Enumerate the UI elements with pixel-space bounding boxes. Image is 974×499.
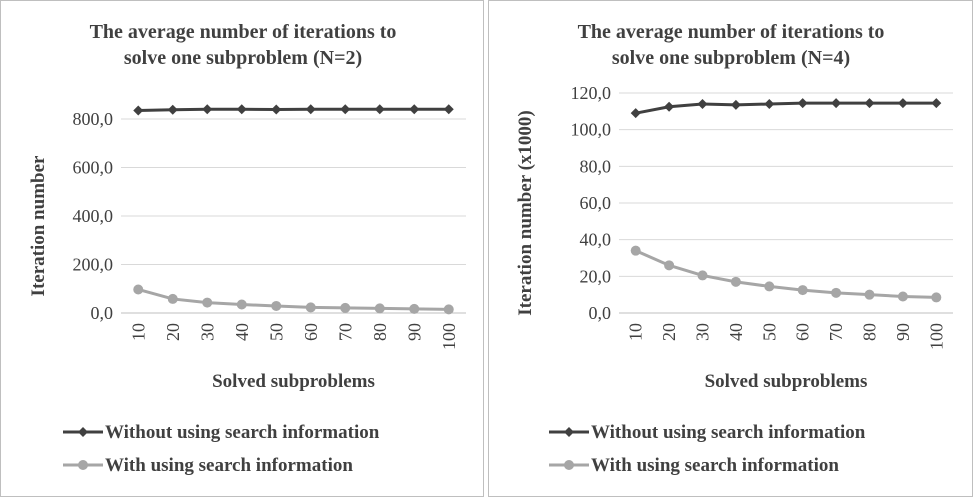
y-axis-title: Iteration number (28, 155, 49, 296)
data-point-marker (897, 98, 908, 109)
x-tick-label: 30 (197, 323, 217, 341)
data-point-marker (167, 104, 178, 115)
legend-marker (564, 460, 574, 470)
legend-marker (78, 460, 88, 470)
data-point-marker (730, 276, 741, 287)
data-point-marker (340, 302, 351, 313)
data-point-marker (864, 98, 875, 109)
series-line (137, 288, 449, 311)
x-tick-label: 40 (232, 323, 252, 341)
data-point-marker (664, 101, 675, 112)
data-point-marker (443, 304, 454, 315)
y-tick-label: 60,0 (580, 193, 612, 213)
chart-panel-n2: The average number of iterations to solve… (0, 0, 484, 497)
chart-n2: The average number of iterations to solve… (28, 21, 466, 476)
x-tick-label: 20 (659, 323, 679, 341)
data-point-marker (897, 291, 908, 302)
data-point-marker (409, 104, 420, 115)
x-tick-label: 10 (128, 323, 148, 341)
y-axis-title: Iteration number (x1000) (515, 110, 536, 315)
data-point-marker (443, 104, 454, 115)
data-point-marker (236, 104, 247, 115)
data-point-marker (340, 104, 351, 115)
x-tick-label: 80 (860, 323, 880, 341)
data-point-marker (133, 105, 144, 116)
data-point-marker (167, 293, 178, 304)
data-point-marker (409, 303, 420, 314)
data-point-marker (831, 98, 842, 109)
legend-label: With using search information (591, 455, 839, 476)
y-tick-label: 800,0 (73, 109, 114, 129)
data-point-marker (305, 302, 316, 313)
y-tick-label: 120,0 (571, 83, 612, 103)
data-point-marker (797, 285, 808, 296)
data-point-marker (764, 99, 775, 109)
x-tick-label: 60 (793, 323, 813, 341)
data-point-marker (797, 98, 808, 109)
chart-title: The average number of iterations to (90, 21, 397, 43)
y-tick-label: 600,0 (73, 158, 114, 178)
y-tick-label: 0,0 (589, 303, 612, 323)
data-point-marker (202, 297, 213, 308)
x-tick-label: 100 (439, 323, 459, 350)
y-tick-label: 0,0 (91, 303, 114, 323)
legend-marker (564, 427, 574, 437)
x-tick-label: 50 (266, 323, 286, 341)
series-line (635, 249, 937, 299)
series-line (138, 107, 449, 113)
x-tick-label: 90 (893, 323, 913, 341)
y-tick-label: 400,0 (73, 206, 114, 226)
x-tick-label: 100 (926, 323, 946, 350)
x-tick-label: 60 (301, 323, 321, 341)
x-tick-label: 70 (335, 323, 355, 341)
data-point-marker (664, 260, 675, 271)
data-point-marker (697, 270, 708, 281)
data-point-marker (133, 284, 144, 295)
data-point-marker (764, 281, 775, 292)
data-point-marker (931, 292, 942, 303)
chart-title: The average number of iterations to (578, 21, 885, 43)
data-point-marker (374, 303, 385, 314)
legend-label: Without using search information (591, 422, 866, 443)
y-tick-label: 100,0 (571, 120, 612, 140)
chart-title: solve one subproblem (N=4) (612, 47, 850, 69)
data-point-marker (697, 99, 708, 109)
x-tick-label: 80 (370, 323, 390, 341)
chart-title: solve one subproblem (N=2) (124, 47, 362, 69)
data-point-marker (271, 104, 282, 115)
chart-panel-n4: The average number of iterations to solve… (488, 0, 973, 497)
data-point-marker (236, 299, 247, 310)
data-point-marker (730, 99, 741, 110)
data-point-marker (271, 300, 282, 311)
data-point-marker (931, 98, 942, 109)
legend-label: With using search information (105, 455, 353, 476)
y-tick-label: 80,0 (580, 156, 612, 176)
data-point-marker (305, 104, 316, 115)
chart-n4: The average number of iterations to solve… (515, 21, 953, 476)
x-tick-label: 50 (759, 323, 779, 341)
data-point-marker (374, 104, 385, 115)
x-tick-label: 70 (826, 323, 846, 341)
series-line (635, 101, 937, 115)
data-point-marker (864, 289, 875, 300)
legend-marker (78, 427, 88, 437)
x-tick-label: 40 (726, 323, 746, 341)
x-axis-title: Solved subproblems (705, 371, 868, 392)
data-point-marker (630, 245, 641, 256)
x-tick-label: 90 (404, 323, 424, 341)
data-point-marker (202, 104, 213, 115)
data-point-marker (630, 108, 641, 119)
x-tick-label: 10 (626, 323, 646, 341)
y-tick-label: 200,0 (73, 255, 114, 275)
legend-label: Without using search information (105, 422, 380, 443)
data-point-marker (831, 287, 842, 298)
y-tick-label: 40,0 (580, 230, 612, 250)
y-tick-label: 20,0 (580, 266, 612, 286)
x-axis-title: Solved subproblems (212, 371, 375, 392)
x-tick-label: 30 (693, 323, 713, 341)
x-tick-label: 20 (163, 323, 183, 341)
